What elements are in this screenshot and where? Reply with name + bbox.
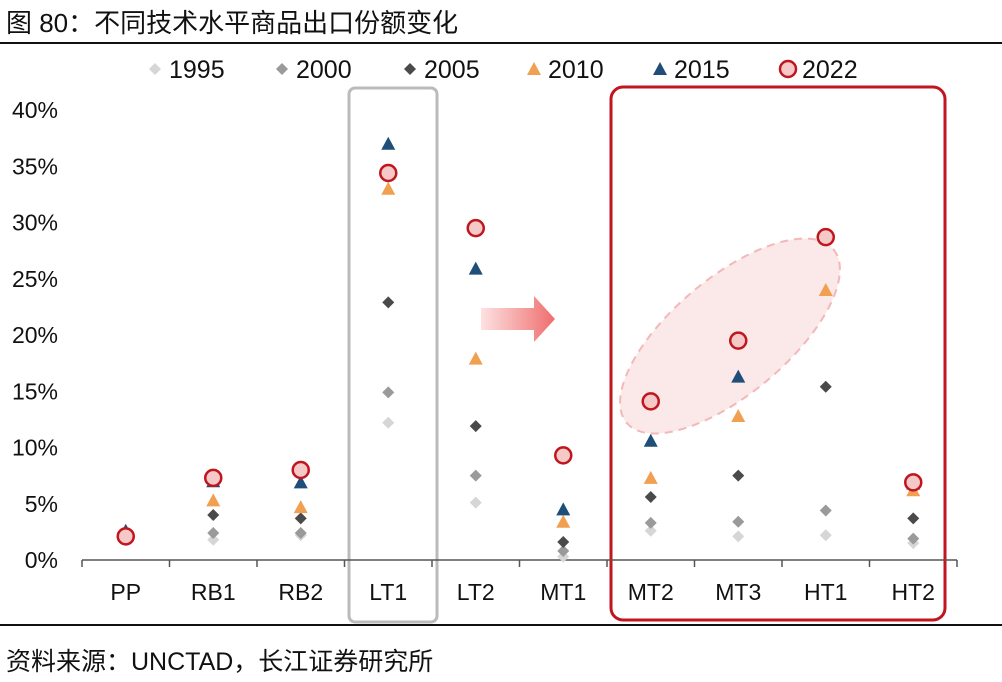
point-1995 [819,529,832,542]
point-1995 [644,524,657,537]
point-2000 [819,504,832,517]
point-2010 [293,500,308,514]
point-2000 [907,532,920,545]
scatter-chart: 0% 5% 10% 15% 20% 25% 30% 35% 40% PP RB1 RB2 LT1 LT2 M… [12,56,958,624]
title-divider [0,42,1002,44]
source-note: 资料来源：UNCTAD，长江证券研究所 [6,648,434,676]
legend-marker-2005 [404,63,416,75]
point-2010 [643,470,658,484]
point-2005 [819,380,832,393]
x-tick-label: LT1 [369,579,407,605]
y-tick-label: 10% [12,435,58,461]
point-2005 [294,512,307,525]
legend-label-2000: 2000 [296,56,352,84]
point-1995 [207,533,220,546]
x-tick-label: HT1 [804,579,847,605]
point-2015 [556,502,571,516]
point-2005 [469,420,482,433]
data-marks [116,136,923,563]
point-2015 [643,433,658,447]
point-2022 [904,473,923,492]
x-tick-label: HT2 [892,579,935,605]
figure-title: 图 80：不同技术水平商品出口份额变化 [6,8,459,38]
point-2015 [381,136,396,150]
point-1995 [469,496,482,509]
y-tick-label: 5% [25,491,58,517]
y-tick-label: 30% [12,210,58,236]
point-2005 [207,509,220,521]
point-2005 [557,536,570,548]
point-2010 [206,493,221,507]
legend-marker-2015 [653,62,667,75]
point-2022 [291,460,310,480]
legend-marker-2022 [778,59,798,79]
point-2015 [293,475,308,489]
legend-marker-2000 [276,63,288,75]
point-2010 [468,351,483,365]
point-2022 [466,218,485,238]
y-tick-label: 25% [12,266,58,292]
lt1-highlight-box [347,86,439,624]
legend-marker-1995 [149,63,161,75]
point-2022 [204,468,223,488]
x-tick-label: MT1 [540,579,586,605]
mt-ht-highlight-box [609,85,947,622]
point-2015 [731,369,746,383]
shift-arrow [481,296,555,342]
point-2015 [468,261,483,275]
x-tick-label: RB2 [278,579,323,605]
x-tick-label: MT2 [628,579,674,605]
point-2000 [557,545,570,557]
point-2022 [816,227,835,247]
legend-label-1995: 1995 [169,56,225,84]
point-1995 [732,530,745,543]
axes: 0% 5% 10% 15% 20% 25% 30% 35% 40% PP RB1 RB2 LT1 LT2 M… [12,97,958,605]
legend-label-2022: 2022 [802,56,858,84]
point-1995 [382,416,395,429]
point-2022 [554,446,573,465]
point-2005 [907,512,920,525]
x-tick-label: MT3 [715,579,761,605]
legend-label-2005: 2005 [424,56,480,84]
point-2000 [732,515,745,528]
point-2010 [556,514,571,528]
point-2000 [469,469,482,482]
point-2000 [382,386,395,399]
point-2005 [644,491,657,503]
point-2010 [818,283,833,296]
y-tick-label: 0% [25,547,58,573]
point-2022 [116,527,135,546]
x-tick-label: PP [110,579,141,605]
point-2005 [732,469,745,482]
y-tick-label: 15% [12,378,58,404]
trend-ellipse [619,237,841,435]
y-tick-label: 20% [12,322,58,348]
legend: 1995 2000 2005 2010 2015 2022 [149,56,858,84]
y-tick-label: 40% [12,97,58,123]
point-2000 [207,527,220,539]
y-tick-label: 35% [12,153,58,179]
x-tick-label: LT2 [457,579,495,605]
chart-decorations [347,85,947,624]
x-tick-label: RB1 [191,579,236,605]
legend-label-2015: 2015 [674,56,730,84]
source-divider [0,624,1002,626]
point-2010 [731,409,746,422]
legend-label-2010: 2010 [548,56,604,84]
point-2005 [382,296,395,309]
legend-marker-2010 [527,62,541,75]
point-2010 [381,181,396,195]
point-2000 [644,516,657,529]
point-2022 [641,392,660,411]
point-2000 [294,527,307,539]
point-2022 [729,331,748,350]
point-2022 [379,163,398,183]
